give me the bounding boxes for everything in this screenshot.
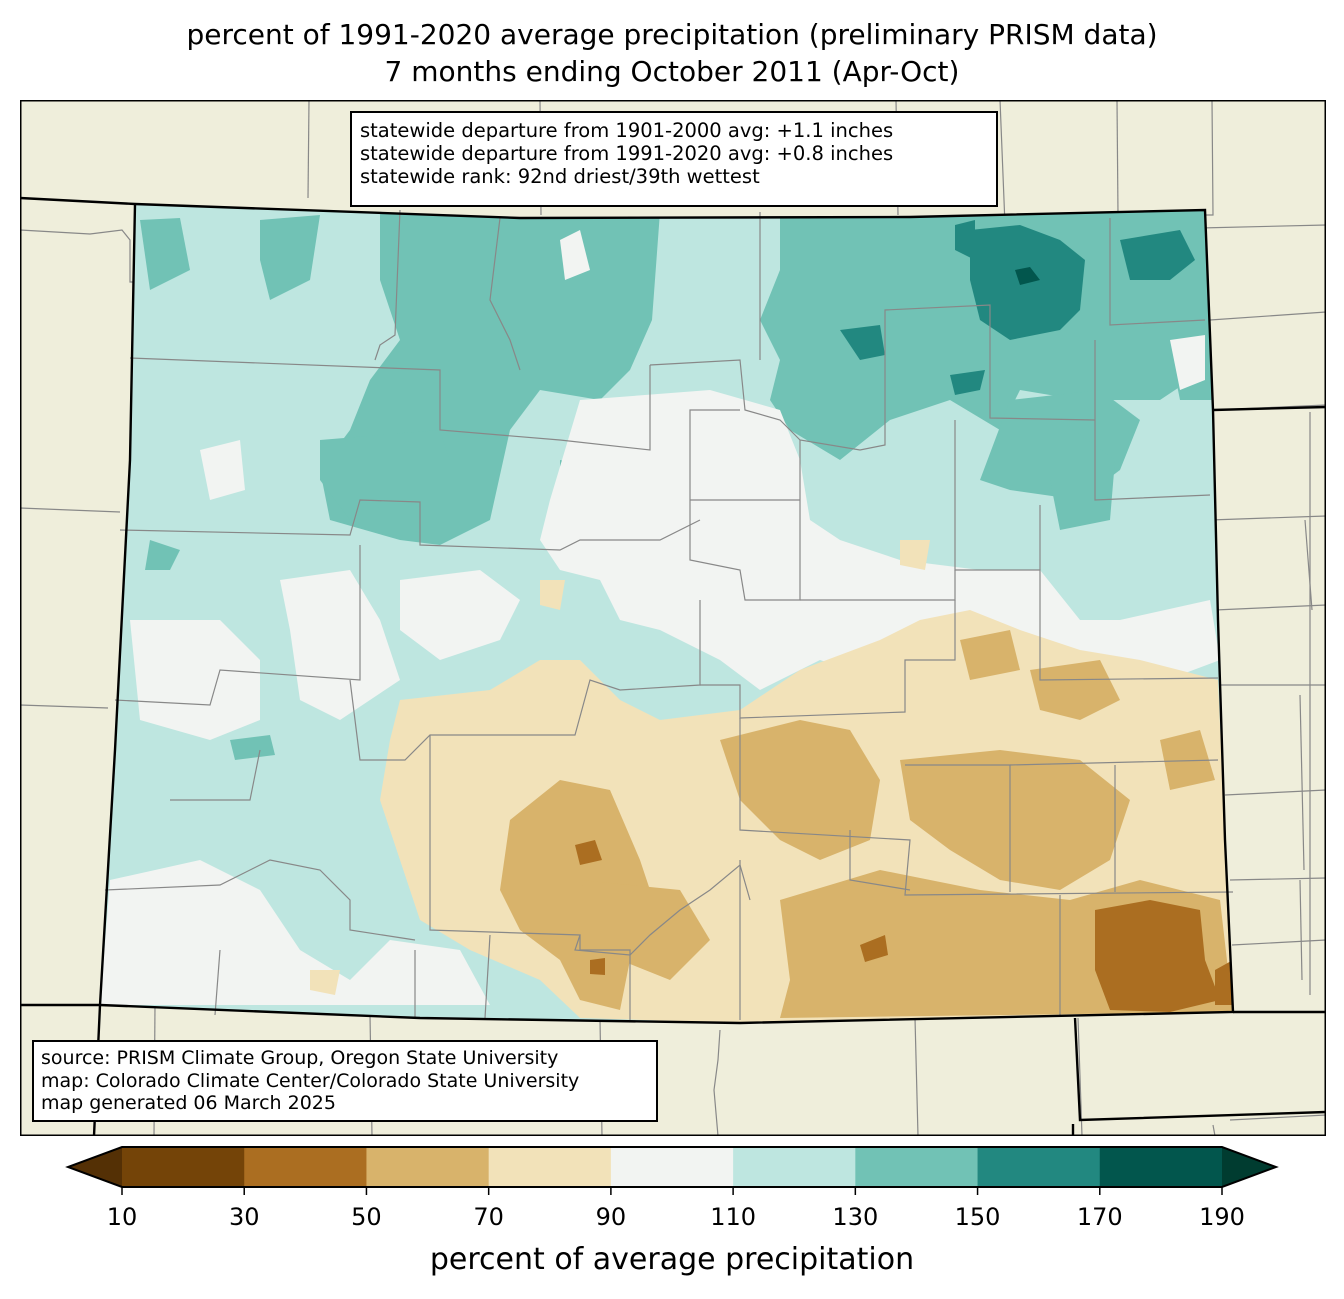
map-title-line1: percent of 1991-2020 average precipitati…: [186, 18, 1158, 51]
colorbar-bin-90-110: [610, 1147, 734, 1187]
colorbar-bin-130-150: [855, 1147, 979, 1187]
credit-map: map: Colorado Climate Center/Colorado St…: [41, 1069, 580, 1092]
colorbar-bin-110-130: [733, 1147, 856, 1187]
departure-1991-2020: statewide departure from 1991-2020 avg: …: [360, 142, 894, 165]
colorbar-bin-150-170: [977, 1147, 1101, 1187]
colorbar-bin-170-190: [1099, 1147, 1223, 1187]
colorbar-tick-label: 50: [351, 1203, 382, 1231]
credits-box: source: PRISM Climate Group, Oregon Stat…: [32, 1040, 658, 1122]
departure-1901-2000: statewide departure from 1901-2000 avg: …: [360, 119, 894, 142]
colorbar-tick-label: 70: [473, 1203, 504, 1231]
colorbar-bin-10-30: [122, 1147, 245, 1187]
colorbar-tick-label: 30: [228, 1203, 260, 1231]
colorbar-bin-70-90: [488, 1147, 612, 1187]
colorbar-under-arrow: [68, 1147, 122, 1187]
credit-source: source: PRISM Climate Group, Oregon Stat…: [41, 1047, 559, 1069]
map-frame: [20, 100, 1326, 1136]
statewide-rank: statewide rank: 92nd driest/39th wettest: [360, 165, 760, 188]
precipitation-map: [20, 100, 1326, 1136]
colorbar-bin-30-50: [244, 1147, 367, 1187]
colorbar-tick-label: 130: [832, 1203, 879, 1231]
colorbar-tick-label: 110: [710, 1203, 757, 1231]
colorbar-over-arrow: [1222, 1147, 1276, 1187]
map-title-line2: 7 months ending October 2011 (Apr-Oct): [384, 55, 960, 88]
colorbar-tick-label: 90: [595, 1203, 627, 1231]
region-30-50: [575, 840, 1233, 1012]
colorbar: [65, 1146, 1279, 1195]
colorbar-tick-label: 10: [106, 1203, 138, 1231]
region-150-170: [840, 220, 1195, 395]
county-lines: [104, 209, 1234, 1020]
colorbar-tick-label: 150: [954, 1203, 1001, 1231]
precipitation-fields: [100, 204, 1233, 1023]
region-170-190: [1015, 267, 1040, 285]
credit-generated: map generated 06 March 2025: [41, 1092, 336, 1114]
colorbar-tick-label: 190: [1199, 1203, 1245, 1231]
colorbar-label: percent of average precipitation: [429, 1242, 915, 1277]
colorbar-tick-label: 170: [1076, 1203, 1123, 1231]
statewide-stats-box: statewide departure from 1901-2000 avg: …: [350, 111, 998, 207]
colorbar-bin-50-70: [366, 1147, 490, 1187]
